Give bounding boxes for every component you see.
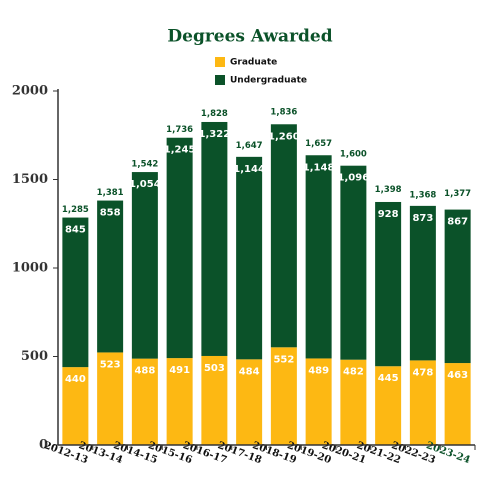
- bar-total-label: 1,377: [444, 189, 471, 199]
- bar-segment: [131, 358, 158, 445]
- bar-segment: [305, 155, 332, 359]
- bar-value-label: 523: [100, 359, 121, 370]
- bar-segment: [166, 137, 193, 359]
- bar-value-label: 928: [378, 209, 399, 220]
- bar-segment: [166, 358, 193, 445]
- bar-value-label: 1,054: [129, 179, 161, 190]
- bar-value-label: 1,096: [338, 173, 370, 184]
- bar-segment: [236, 359, 263, 445]
- bar-value-label: 867: [447, 217, 468, 228]
- bar-segment: [97, 200, 124, 353]
- bar-total-label: 1,542: [131, 160, 158, 170]
- bar-value-label: 1,322: [199, 129, 231, 140]
- bar-segment: [201, 355, 228, 445]
- bar-total-label: 1,600: [340, 149, 367, 159]
- bar-segment: [270, 124, 297, 348]
- bar-total-label: 1,381: [97, 188, 124, 198]
- bar-segment: [409, 360, 436, 445]
- bar-value-label: 1,245: [164, 145, 196, 156]
- bar-segment: [236, 156, 263, 360]
- bar-value-label: 482: [343, 367, 364, 378]
- bar-segment: [375, 201, 402, 367]
- bar-value-label: 491: [169, 365, 190, 376]
- bar-value-label: 445: [378, 373, 399, 384]
- bar-value-label: 463: [447, 370, 468, 381]
- bar-segment: [305, 358, 332, 445]
- y-tick-label: 0: [39, 438, 48, 453]
- legend-swatch: [215, 57, 225, 67]
- chart-title: Degrees Awarded: [167, 27, 332, 47]
- bar-segment: [62, 217, 89, 368]
- bar-total-label: 1,736: [166, 125, 193, 135]
- bar-value-label: 845: [65, 225, 86, 236]
- bar-total-label: 1,647: [236, 141, 263, 151]
- bar-segment: [409, 205, 436, 361]
- bar-segment: [270, 347, 297, 445]
- bar-segment: [444, 209, 471, 364]
- y-tick-label: 1000: [12, 261, 48, 276]
- bar-total-label: 1,398: [375, 185, 402, 195]
- bar-value-label: 1,260: [268, 131, 300, 142]
- bar-value-label: 1,144: [233, 164, 265, 175]
- bar-value-label: 1,148: [303, 162, 335, 173]
- y-tick-label: 500: [21, 349, 48, 364]
- legend-label: Undergraduate: [230, 76, 307, 86]
- bar-segment: [444, 363, 471, 445]
- bar-total-label: 1,828: [201, 109, 228, 119]
- bar-total-label: 1,836: [270, 108, 297, 118]
- bar-segment: [375, 366, 402, 445]
- bar-value-label: 440: [65, 374, 86, 385]
- bar-segment: [131, 172, 158, 359]
- bar-total-label: 1,285: [62, 205, 89, 215]
- bar-value-label: 484: [239, 366, 260, 377]
- bar-segment: [97, 352, 124, 445]
- bar-value-label: 488: [134, 366, 155, 377]
- legend-swatch: [215, 75, 225, 85]
- bar-total-label: 1,368: [409, 190, 436, 200]
- bar-value-label: 858: [100, 208, 121, 219]
- bar-value-label: 489: [308, 365, 329, 376]
- bar-segment: [340, 359, 367, 445]
- bar-segment: [201, 121, 228, 356]
- bar-segment: [340, 165, 367, 360]
- y-tick-label: 2000: [12, 84, 48, 99]
- bar-total-label: 1,657: [305, 139, 332, 149]
- y-tick-label: 1500: [12, 172, 48, 187]
- legend-label: Graduate: [230, 58, 277, 68]
- bar-value-label: 478: [412, 367, 433, 378]
- bar-value-label: 873: [412, 213, 433, 224]
- bar-segment: [62, 367, 89, 445]
- bar-value-label: 552: [273, 354, 294, 365]
- bar-value-label: 503: [204, 363, 225, 374]
